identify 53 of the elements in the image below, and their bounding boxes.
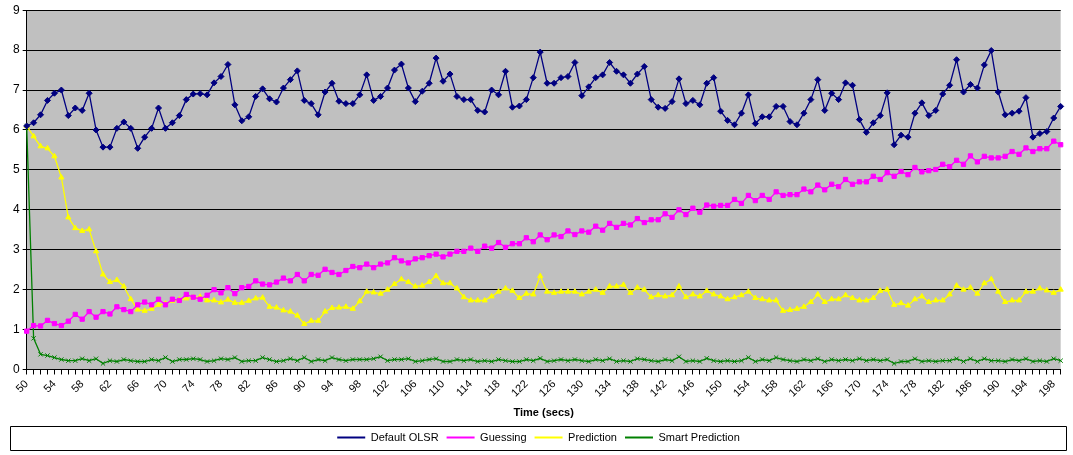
x-tick-label: 146 [674, 377, 697, 399]
y-tick-label: 6 [12, 122, 20, 137]
x-tick-label: 90 [290, 377, 308, 395]
legend-label: Smart Prediction [658, 430, 740, 443]
x-tick-label: 70 [151, 377, 170, 395]
x-tick-label: 98 [346, 377, 364, 395]
y-tick-label: 7 [12, 82, 20, 97]
x-tick-label: 186 [952, 377, 975, 399]
x-tick-label: 82 [235, 377, 253, 395]
y-tick-label: 3 [12, 242, 20, 257]
x-tick-label: 114 [453, 377, 475, 399]
y-tick-label: 9 [12, 2, 20, 17]
x-tick-label: 138 [619, 377, 641, 399]
x-tick-label: 198 [1035, 377, 1058, 399]
y-tick-label: 4 [12, 202, 20, 217]
x-tick-label: 150 [702, 377, 725, 399]
x-tick-label: 126 [536, 377, 558, 399]
x-tick-label: 58 [68, 377, 86, 395]
x-tick-label: 190 [980, 377, 1002, 399]
x-tick-label: 166 [813, 377, 836, 399]
legend-label: Default OLSR [370, 430, 439, 443]
x-tick-label: 122 [508, 377, 530, 399]
x-tick-label: 102 [369, 377, 392, 399]
x-tick-label: 154 [730, 377, 752, 399]
x-tick-label: 142 [647, 377, 669, 399]
y-tick-label: 2 [12, 281, 20, 296]
y-tick-label: 0 [12, 361, 20, 376]
x-tick-label: 170 [841, 377, 863, 399]
x-tick-label: 78 [207, 377, 225, 395]
x-tick-label: 178 [897, 377, 919, 399]
x-tick-label: 54 [40, 377, 58, 395]
y-tick-label: 8 [12, 42, 20, 57]
y-tick-label: 1 [12, 321, 20, 336]
legend-label: Prediction [568, 430, 617, 443]
x-tick-label: 50 [13, 377, 31, 395]
x-tick-label: 194 [1008, 377, 1030, 399]
x-tick-label: 110 [425, 377, 447, 399]
x-tick-label: 66 [124, 377, 142, 395]
x-tick-label: 182 [924, 377, 947, 399]
x-tick-label: 94 [318, 377, 336, 395]
x-tick-label: 74 [179, 377, 197, 395]
legend-label: Guessing [480, 430, 527, 443]
x-tick-label: 158 [758, 377, 780, 399]
x-tick-label: 130 [563, 377, 586, 399]
x-tick-label: 62 [96, 377, 114, 395]
x-tick-label: 118 [481, 377, 503, 399]
y-tick-label: 5 [12, 162, 20, 177]
x-tick-label: 134 [591, 377, 614, 399]
x-tick-label: 174 [869, 377, 891, 399]
x-tick-label: 106 [397, 377, 419, 399]
x-axis-title: Time (secs) [513, 406, 575, 419]
x-tick-label: 86 [262, 377, 281, 395]
x-tick-label: 162 [785, 377, 808, 399]
